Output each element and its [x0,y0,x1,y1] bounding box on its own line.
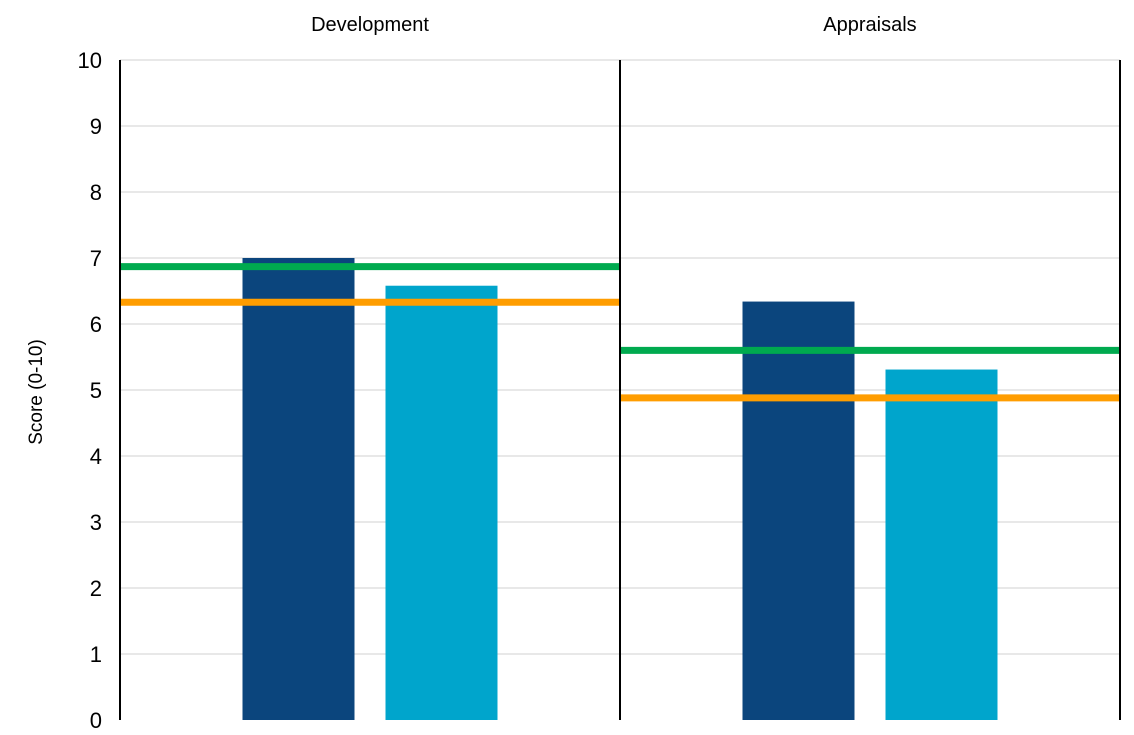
y-tick-label: 9 [90,114,102,139]
y-axis-title: Score (0-10) [26,339,47,445]
bar-appraisals-2 [885,369,998,720]
y-tick-label: 0 [90,708,102,733]
panel-title-appraisals: Appraisals [823,14,916,36]
bar-development-2 [385,285,498,720]
y-tick-label: 8 [90,180,102,205]
panel-titles: Development Appraisals [311,14,917,36]
y-tick-label: 4 [90,444,102,469]
y-tick-label: 5 [90,378,102,403]
y-tick-label: 7 [90,246,102,271]
y-tick-label: 6 [90,312,102,337]
y-tick-label: 2 [90,576,102,601]
y-tick-labels: 0 1 2 3 4 5 6 7 8 9 10 [78,48,102,733]
axes [119,60,1121,720]
y-tick-label: 3 [90,510,102,535]
y-tick-label: 10 [78,48,102,73]
bar-appraisals-1 [742,301,855,720]
bar-development-1 [242,258,355,720]
panel-title-development: Development [311,14,429,36]
reference-lines [120,263,1120,402]
bars [242,258,998,720]
y-tick-label: 1 [90,642,102,667]
